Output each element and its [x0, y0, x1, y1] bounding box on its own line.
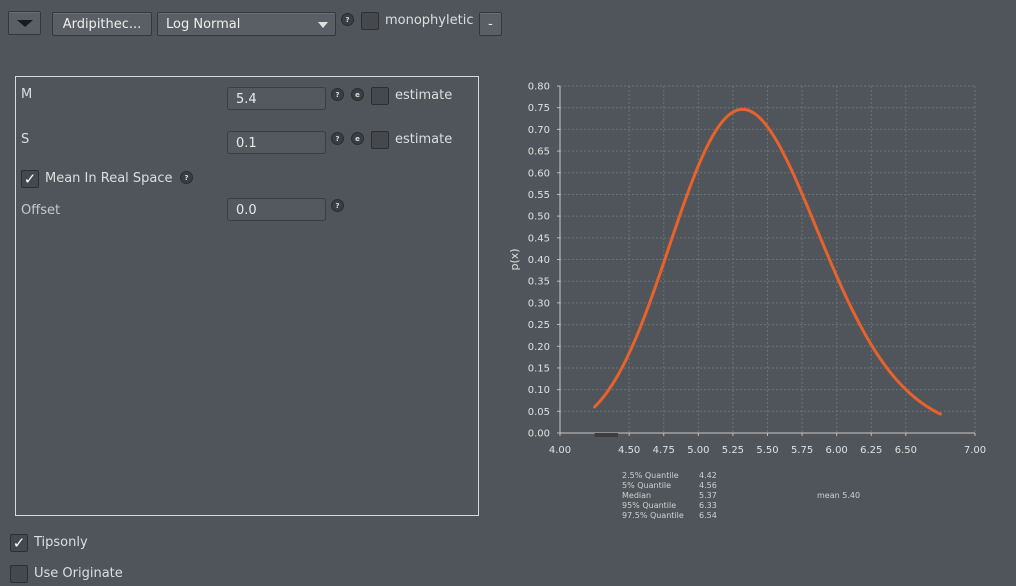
stat-label: 97.5% Quantile [622, 511, 684, 520]
stat-value: 5.37 [699, 491, 717, 500]
m-input[interactable]: 5.4 [227, 87, 326, 110]
taxon-set-label: Ardipithec... [62, 16, 142, 32]
x-tick-label: 5.00 [687, 445, 709, 456]
x-tick-label: 4.00 [549, 445, 571, 456]
monophyletic-checkbox[interactable] [361, 12, 379, 30]
mean-real-space-help-icon[interactable]: ? [180, 171, 193, 184]
tipsonly-checkbox[interactable]: ✓ [10, 534, 28, 552]
y-tick-label: 0.80 [528, 82, 550, 93]
stat-value: 4.42 [699, 471, 717, 480]
m-estimate-label: estimate [395, 88, 453, 103]
y-tick-label: 0.20 [528, 342, 550, 353]
x-tick-label: 6.25 [860, 445, 882, 456]
y-tick-label: 0.55 [528, 190, 550, 201]
mean-real-space-checkbox[interactable]: ✓ [21, 170, 39, 188]
x-tick-label: 6.00 [826, 445, 848, 456]
density-chart: 0.00 0.05 0.10 0.15 0.20 0.25 0.30 0.35 0.40 0.45… [508, 82, 986, 457]
stat-label: 5% Quantile [622, 481, 672, 490]
m-edit-icon[interactable]: e [351, 88, 364, 101]
use-originate-checkbox[interactable] [10, 565, 28, 583]
triangle-down-icon [16, 19, 33, 27]
tipsonly-label: Tipsonly [34, 535, 88, 550]
s-estimate-checkbox[interactable] [371, 131, 389, 149]
x-tick-label: 5.75 [791, 445, 813, 456]
x-tick-label: 4.75 [653, 445, 675, 456]
y-tick-label: 0.00 [528, 429, 550, 440]
offset-label: Offset [21, 203, 61, 218]
stat-row: Median 5.37 [622, 491, 717, 501]
distribution-help-icon[interactable]: ? [341, 13, 354, 26]
monophyletic-label: monophyletic [385, 13, 474, 28]
collapse-button[interactable] [8, 11, 41, 35]
y-axis-label: p(x) [508, 248, 521, 270]
stat-value: 6.33 [699, 501, 717, 510]
density-curve [593, 107, 942, 416]
s-estimate-label: estimate [395, 132, 453, 147]
offset-help-icon[interactable]: ? [331, 199, 344, 212]
y-tick-label: 0.30 [528, 298, 550, 309]
mean-real-space-label: Mean In Real Space [45, 171, 173, 186]
y-tick-label: 0.35 [528, 277, 550, 288]
distribution-dropdown[interactable]: Log Normal [157, 12, 336, 36]
y-tick-label: 0.60 [528, 168, 550, 179]
quantile-marker [594, 433, 619, 437]
stat-row: 97.5% Quantile 6.54 [622, 511, 717, 521]
x-tick-label: 4.50 [618, 445, 640, 456]
stat-label: 2.5% Quantile [622, 471, 679, 480]
y-tick-label: 0.45 [528, 233, 550, 244]
y-tick-label: 0.40 [528, 255, 550, 266]
s-input[interactable]: 0.1 [227, 131, 326, 154]
offset-input[interactable]: 0.0 [227, 198, 326, 221]
y-tick-label: 0.05 [528, 407, 550, 418]
y-tick-label: 0.65 [528, 147, 550, 158]
stat-row: 2.5% Quantile 4.42 [622, 471, 717, 481]
x-tick-label: 5.25 [722, 445, 744, 456]
y-tick-label: 0.50 [528, 212, 550, 223]
stat-label: Median [622, 491, 652, 500]
stat-value: 4.56 [699, 481, 717, 490]
y-tick-label: 0.10 [528, 385, 550, 396]
use-originate-label: Use Originate [34, 566, 123, 581]
stat-row: 95% Quantile 6.33 [622, 501, 717, 511]
y-tick-label: 0.70 [528, 125, 550, 136]
taxon-set-button[interactable]: Ardipithec... [52, 12, 152, 36]
checkmark-icon: ✓ [23, 169, 37, 188]
remove-button[interactable]: - [479, 12, 502, 36]
m-label: M [21, 87, 33, 102]
x-tick-label: 6.50 [895, 445, 917, 456]
parameter-panel [15, 76, 479, 516]
x-tick-label: 5.50 [756, 445, 778, 456]
stat-row: 5% Quantile 4.56 [622, 481, 717, 491]
stat-label: 95% Quantile [622, 501, 677, 510]
quantile-stats: 2.5% Quantile 4.42 5% Quantile 4.56 Median 5.… [622, 471, 717, 521]
x-tick-label: 7.00 [964, 445, 986, 456]
checkmark-icon: ✓ [12, 533, 26, 552]
distribution-selected: Log Normal [166, 16, 241, 32]
y-tick-label: 0.15 [528, 363, 550, 374]
mean-readout: mean 5.40 [817, 491, 861, 500]
y-tick-label: 0.25 [528, 320, 550, 331]
s-label: S [21, 132, 30, 147]
s-edit-icon[interactable]: e [351, 132, 364, 145]
stat-value: 6.54 [699, 511, 717, 520]
m-estimate-checkbox[interactable] [371, 87, 389, 105]
chevron-down-icon [318, 22, 328, 28]
y-tick-label: 0.75 [528, 103, 550, 114]
s-help-icon[interactable]: ? [331, 132, 344, 145]
m-help-icon[interactable]: ? [331, 88, 344, 101]
